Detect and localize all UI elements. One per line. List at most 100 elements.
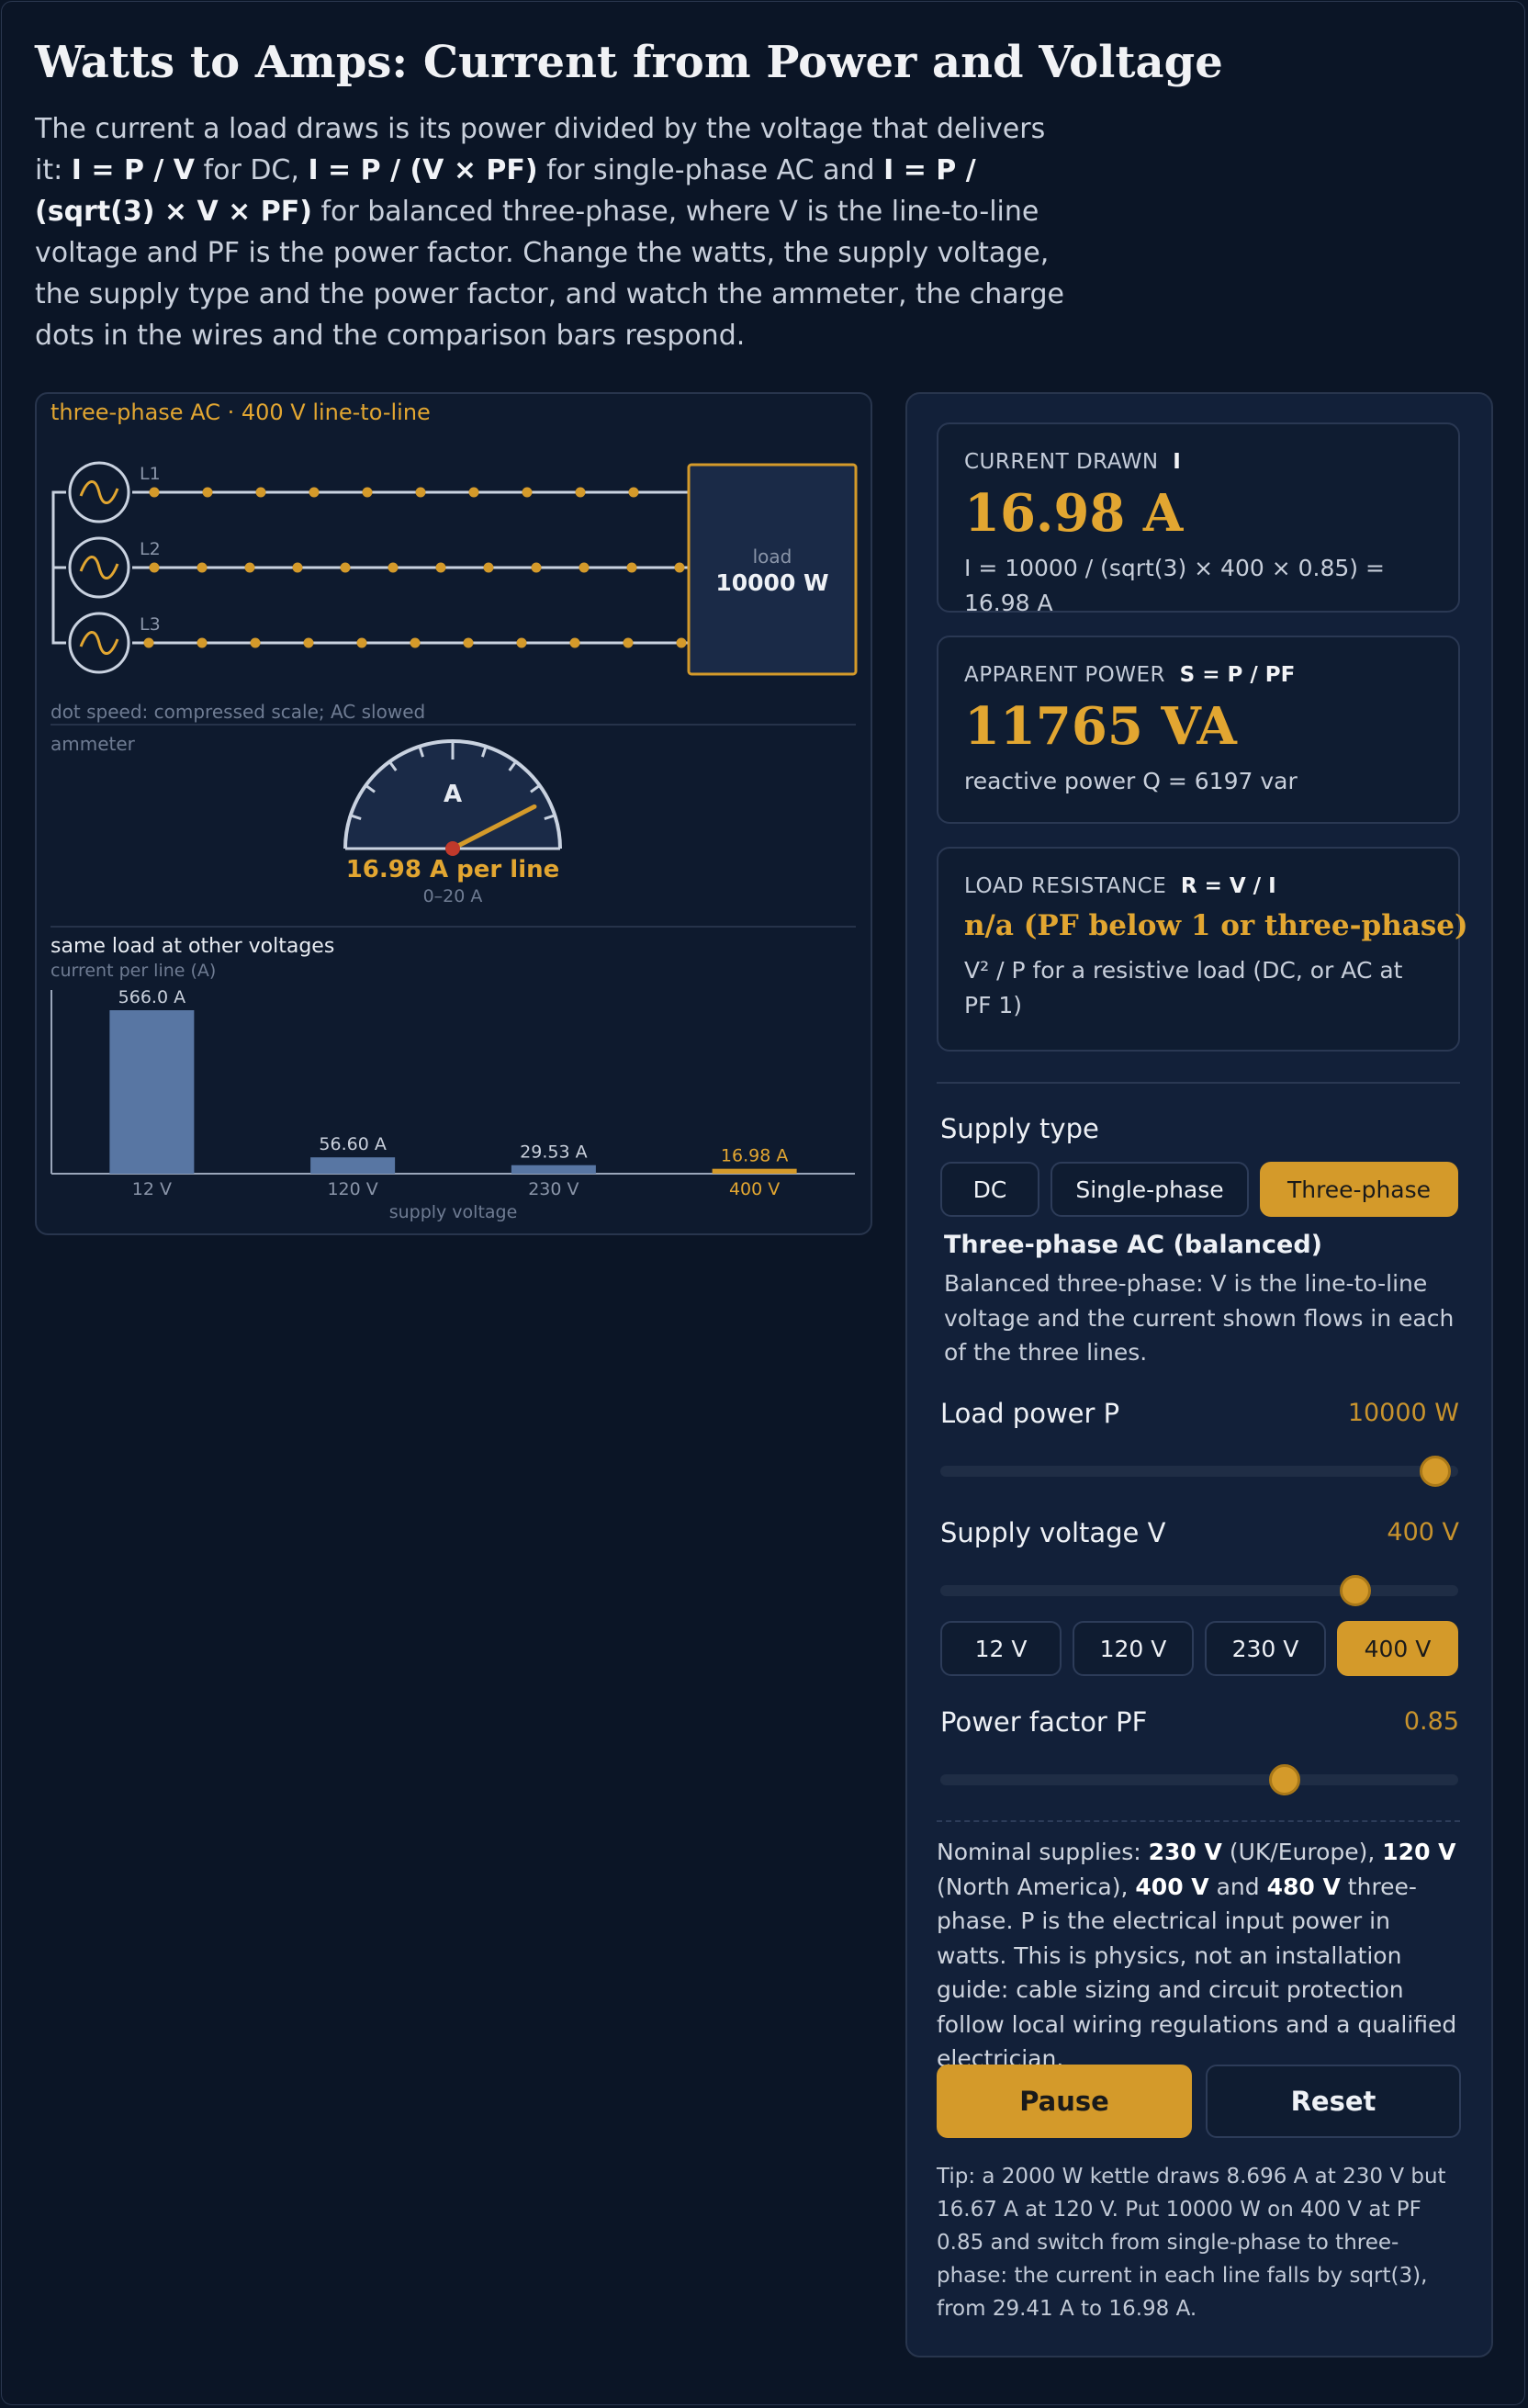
dot-speed-note: dot speed: compressed scale; AC slowed xyxy=(51,701,426,723)
charge-dot xyxy=(676,637,687,648)
ammeter-range: 0–20 A xyxy=(422,886,483,906)
bar-230v xyxy=(511,1165,596,1174)
voltage-preset-120v[interactable]: 120 V xyxy=(1073,1621,1194,1676)
charge-dot xyxy=(303,637,314,648)
line-label-l1: L1 xyxy=(140,464,161,484)
dashed-divider xyxy=(937,1820,1460,1822)
charge-dot xyxy=(362,487,373,498)
intro-text: The current a load draws is its power di… xyxy=(35,113,1046,186)
power-slider-thumb[interactable] xyxy=(1420,1456,1451,1487)
apparent-power-symbol: S = P / PF xyxy=(1179,663,1296,687)
charge-dot xyxy=(292,562,303,573)
current-symbol: I xyxy=(1173,450,1181,474)
voltage-label: Supply voltage V xyxy=(940,1517,1166,1548)
charge-dot xyxy=(623,637,634,648)
charge-dot xyxy=(197,562,208,573)
power-value: 10000 W xyxy=(1347,1399,1459,1427)
charge-dot xyxy=(197,637,208,648)
current-card-label: CURRENT DRAWN I xyxy=(964,450,1181,474)
voltage-preset-400v[interactable]: 400 V xyxy=(1337,1621,1458,1676)
divider xyxy=(51,926,856,928)
ac-source-l3-icon xyxy=(68,612,130,674)
bar-12v xyxy=(109,1010,195,1174)
voltage-slider-thumb[interactable] xyxy=(1339,1575,1371,1606)
gauge-tick xyxy=(481,746,488,758)
charge-dots xyxy=(143,487,687,648)
voltage-comparison-chart: 566.0 A 12 V 56.60 A 120 V 29.53 A 230 V 16.98… xyxy=(51,987,855,1222)
current-formula: I = 10000 / (sqrt(3) × 400 × 0.85) = 16.… xyxy=(964,555,1385,616)
power-factor-slider[interactable] xyxy=(940,1764,1458,1795)
gauge-tick xyxy=(508,760,517,771)
charge-dot xyxy=(435,562,446,573)
charge-dot xyxy=(356,637,367,648)
gauge-tick xyxy=(350,814,362,820)
pause-button[interactable]: Pause xyxy=(937,2065,1192,2138)
charge-dot xyxy=(202,487,213,498)
ammeter-reading: 16.98 A per line xyxy=(345,856,560,883)
reset-button[interactable]: Reset xyxy=(1206,2065,1461,2138)
intro-paragraph: The current a load draws is its power di… xyxy=(35,108,1068,356)
power-slider[interactable] xyxy=(940,1456,1458,1487)
power-factor-slider-thumb[interactable] xyxy=(1268,1764,1300,1795)
gauge-tick xyxy=(544,814,556,820)
supply-type-three-phase-button[interactable]: Three-phase xyxy=(1260,1162,1458,1217)
ac-source-l1-icon xyxy=(68,461,130,523)
bar-value-label: 16.98 A xyxy=(721,1146,788,1166)
comparison-subtitle: current per line (A) xyxy=(51,961,217,981)
supply-type-dc-button[interactable]: DC xyxy=(940,1162,1039,1217)
reactive-power: reactive power Q = 6197 var xyxy=(964,768,1298,794)
circuit-caption: three-phase AC · 400 V line-to-line xyxy=(51,399,431,425)
apparent-power-label: APPARENT POWER S = P / PF xyxy=(964,663,1296,687)
intro-text: for balanced three-phase, where V is the… xyxy=(35,196,1065,352)
x-tick-label: 400 V xyxy=(729,1179,780,1199)
charge-dot xyxy=(149,487,160,498)
nominal-supplies-note: Nominal supplies: 230 V (UK/Europe), 120… xyxy=(937,1839,1457,2072)
charge-dot xyxy=(149,562,160,573)
supply-type-single-phase-button[interactable]: Single-phase xyxy=(1050,1162,1249,1217)
gauge-ticks xyxy=(345,741,560,850)
gauge-tick xyxy=(388,760,398,771)
charge-dot xyxy=(255,487,266,498)
bar-value-label: 566.0 A xyxy=(118,987,185,1007)
charge-dot xyxy=(468,487,479,498)
voltage-slider[interactable] xyxy=(940,1575,1458,1606)
charge-dot xyxy=(531,562,542,573)
x-axis-label: supply voltage xyxy=(389,1202,518,1222)
bar-value-label: 29.53 A xyxy=(520,1142,587,1163)
ammeter-unit-label: A xyxy=(444,781,462,808)
resistance-card: LOAD RESISTANCE R = V / I n/a (PF below … xyxy=(937,847,1468,1052)
charge-dot xyxy=(415,487,426,498)
ammeter-gauge: A xyxy=(343,739,562,856)
divider xyxy=(937,1082,1460,1084)
voltage-preset-12v[interactable]: 12 V xyxy=(940,1621,1062,1676)
supply-type-heading: Three-phase AC (balanced) xyxy=(944,1231,1323,1259)
charge-dot xyxy=(410,637,421,648)
divider xyxy=(51,724,856,726)
intro-text: for DC, xyxy=(195,154,309,186)
charge-dot xyxy=(250,637,261,648)
charge-dot xyxy=(309,487,320,498)
x-tick-label: 120 V xyxy=(327,1179,377,1199)
charge-dot xyxy=(674,562,685,573)
gauge-tick xyxy=(418,746,424,758)
needle-pivot xyxy=(445,841,460,856)
voltage-preset-230v[interactable]: 230 V xyxy=(1205,1621,1326,1676)
charge-dot xyxy=(575,487,586,498)
charge-dot xyxy=(579,562,590,573)
gauge-tick xyxy=(365,784,376,793)
line-label-l2: L2 xyxy=(140,539,161,559)
ac-source-l2-icon xyxy=(68,536,130,599)
supply-type-description: Balanced three-phase: V is the line-to-l… xyxy=(944,1270,1455,1366)
load-power-value: 10000 W xyxy=(715,569,828,596)
charge-dot xyxy=(522,487,533,498)
charge-dot xyxy=(143,637,154,648)
line-label-l3: L3 xyxy=(140,614,161,635)
voltage-value: 400 V xyxy=(1387,1518,1459,1547)
apparent-power-card: APPARENT POWER S = P / PF 11765 VA react… xyxy=(937,636,1460,824)
bar-400v xyxy=(712,1168,797,1174)
charge-dot xyxy=(244,562,255,573)
resistance-label: LOAD RESISTANCE R = V / I xyxy=(964,874,1276,898)
dc-formula: I = P / V xyxy=(71,154,195,186)
apparent-power-value: 11765 VA xyxy=(964,696,1237,757)
x-tick-label: 12 V xyxy=(132,1179,172,1199)
